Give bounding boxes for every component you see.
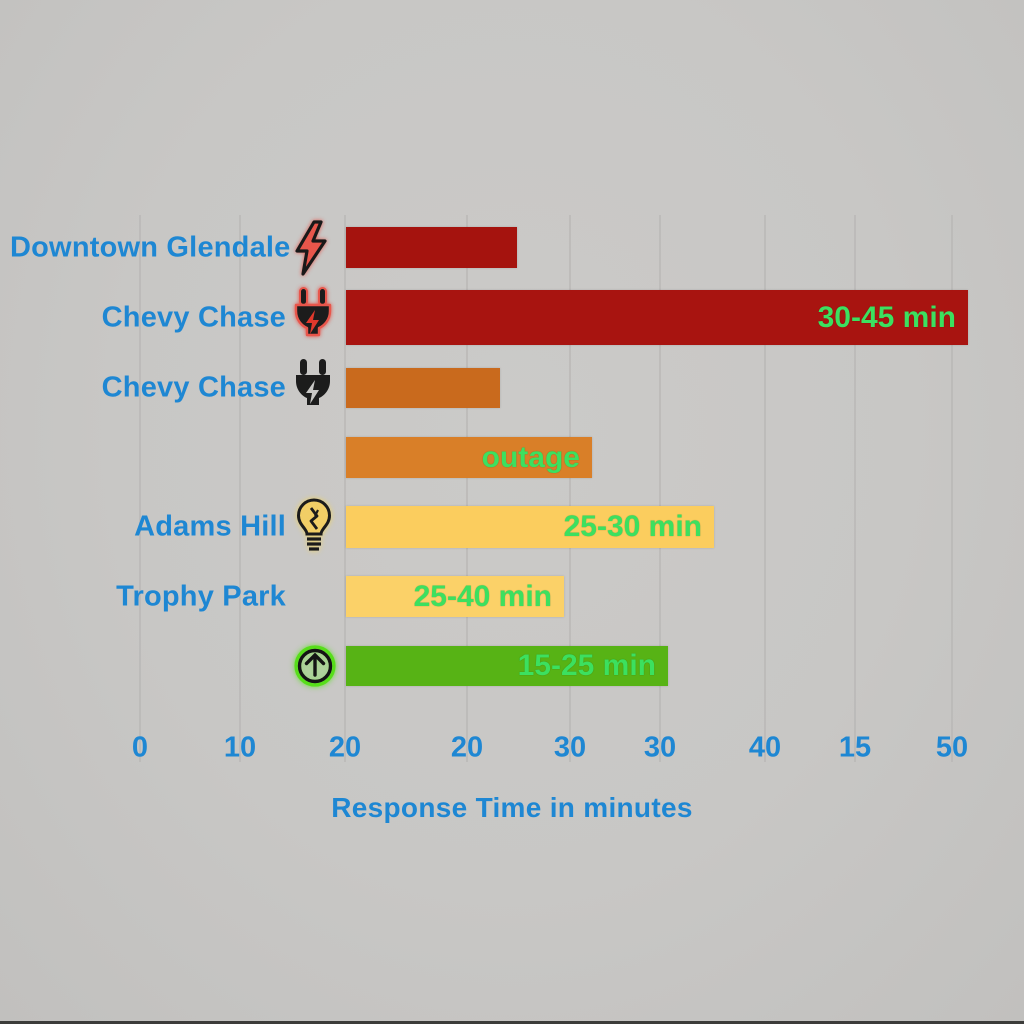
- x-axis-title: Response Time in minutes: [331, 792, 693, 823]
- category-label: Trophy Park: [116, 580, 286, 612]
- plug-icon: [291, 357, 335, 419]
- x-tick-label: 0: [131, 731, 149, 764]
- gridline: [569, 215, 571, 762]
- bar-value-label: outage: [481, 440, 580, 474]
- gridline: [854, 215, 856, 762]
- bar-chevy-chase: [346, 368, 500, 408]
- bar-chevy-chase: 30-45 min: [346, 290, 968, 345]
- bar-adams-hill: 25-30 min: [346, 506, 714, 548]
- plug-alert-icon: [291, 286, 335, 350]
- up-arrow-circle-icon: [291, 642, 339, 690]
- bar-row-4: outage: [346, 437, 592, 478]
- gridline: [466, 215, 468, 762]
- bar-downtown-glendale: [346, 227, 517, 268]
- gridline: [139, 215, 141, 762]
- x-tick-label: 20: [450, 731, 484, 764]
- gridline: [951, 215, 953, 762]
- gridline: [764, 215, 766, 762]
- x-tick-label: 10: [223, 731, 257, 764]
- bar-trophy-park: 25-40 min: [346, 576, 564, 617]
- x-tick-label: 50: [935, 731, 969, 764]
- gridline: [344, 215, 346, 762]
- category-label: Chevy Chase: [101, 301, 286, 333]
- lightning-bolt-icon: [291, 219, 331, 277]
- category-label: Adams Hill: [134, 510, 286, 543]
- x-tick-label: 30: [553, 731, 587, 764]
- bar-value-label: 25-40 min: [413, 579, 552, 613]
- bar-value-label: 15-25 min: [517, 649, 656, 682]
- lightbulb-icon: [291, 497, 337, 557]
- x-tick-label: 20: [328, 731, 362, 764]
- bar-value-label: 30-45 min: [817, 300, 956, 334]
- x-tick-label: 30: [643, 731, 677, 764]
- gridline: [659, 215, 661, 762]
- gridline: [239, 215, 241, 762]
- x-tick-label: 40: [748, 731, 782, 764]
- x-tick-label: 15: [838, 731, 872, 764]
- category-label: Chevy Chase: [101, 371, 286, 404]
- bar-value-label: 25-30 min: [563, 510, 702, 543]
- bar-row-7: 15-25 min: [346, 646, 668, 686]
- category-label: Downtown Glendale: [10, 231, 291, 263]
- bottom-edge-strip: [0, 1021, 1024, 1024]
